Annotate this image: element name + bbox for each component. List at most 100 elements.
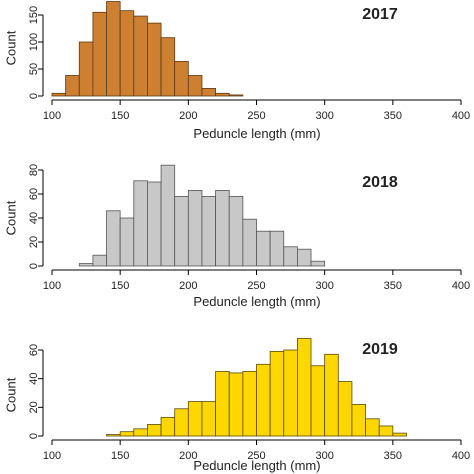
y-tick-label: 60 [28,188,40,200]
histogram-bar [147,22,162,97]
x-tick-label: 400 [452,280,470,292]
histogram-bar [283,349,298,437]
histogram-bar [242,218,257,267]
x-tick-label: 100 [43,280,61,292]
histogram-bar [147,424,162,437]
y-tick-label: 100 [28,33,40,51]
histogram-bar [92,11,107,97]
y-tick-label: 40 [28,373,40,385]
histogram-bar [242,371,257,437]
year-label: 2017 [362,6,398,23]
histogram-bar [174,408,189,437]
histogram-bar [174,195,189,267]
year-label: 2019 [362,341,398,358]
x-axis-title: Peduncle length (mm) [193,458,320,473]
histogram-bar [160,37,176,97]
x-axis-title: Peduncle length (mm) [193,126,320,141]
histogram-bar [133,15,148,97]
x-tick-label: 400 [452,110,470,122]
y-axis-title: Count [3,377,18,412]
histogram-bar [51,92,67,97]
x-tick-label: 200 [179,280,197,292]
histogram-bar [351,404,366,437]
histogram-bar [106,1,121,97]
x-tick-label: 300 [315,110,333,122]
histogram-bar [256,230,271,267]
histogram-bar [392,432,407,437]
y-tick-label: 80 [28,164,40,176]
histogram-bar [269,351,285,437]
x-tick-label: 250 [247,280,265,292]
y-tick-label: 40 [28,212,40,224]
histogram-bar [201,195,217,267]
histogram-bar [378,425,394,437]
x-tick-label: 200 [179,110,197,122]
x-tick-label: 150 [111,110,129,122]
histogram-panel-2017: 100 150 200 250 300 350 400 0 50 100 150 Count Pedun… [3,1,470,141]
x-tick-label: 100 [43,110,61,122]
x-tick-label: 300 [315,450,333,462]
histogram-bar [201,88,217,97]
x-tick-label: 350 [384,450,402,462]
histogram-bar [187,189,203,267]
year-label: 2018 [362,174,398,191]
histogram-bar [119,431,135,437]
histogram-bar [78,41,94,97]
histogram-bar [187,75,203,97]
histogram-bar [215,371,230,437]
histogram-bar [147,181,162,267]
histogram-bar [228,195,244,267]
x-tick-label: 100 [43,450,61,462]
histogram-bar [92,254,107,267]
x-tick-label: 250 [247,450,265,462]
histogram-bar [228,94,244,97]
x-axis-title: Peduncle length (mm) [193,294,320,309]
histogram-bar [160,164,176,267]
histogram-panel-2019: 100 150 200 250 300 350 400 0 20 40 60 Count Peduncl… [3,338,470,473]
histogram-bar [133,428,148,437]
histogram-bar [78,263,94,267]
histogram-bar [365,418,380,437]
histogram-bar [337,381,353,437]
histogram-panel-2018: 100 150 200 250 300 350 400 0 20 40 60 80 Count Pedun… [3,164,470,309]
histogram-bar [215,189,230,267]
histogram-bar [65,75,80,97]
x-tick-label: 200 [179,450,197,462]
y-tick-label: 20 [28,236,40,248]
histogram-bar [296,248,312,267]
y-tick-label: 0 [28,263,40,269]
histogram-bar [215,92,230,97]
histogram-bar [296,338,312,437]
histogram-bar [256,363,271,437]
y-tick-label: 60 [28,344,40,356]
histogram-bar [119,10,135,97]
histogram-bar [119,217,135,267]
x-tick-label: 400 [452,450,470,462]
x-tick-label: 150 [111,280,129,292]
x-tick-label: 150 [111,450,129,462]
histogram-bar [201,401,217,437]
y-tick-label: 0 [28,433,40,439]
x-tick-label: 250 [247,110,265,122]
histogram-bar [106,434,121,437]
histogram-bar [269,230,285,267]
histogram-bar [133,180,148,267]
histogram-bar [160,416,176,437]
y-tick-label: 50 [28,63,40,75]
x-tick-label: 350 [384,280,402,292]
y-axis-title: Count [3,30,18,65]
histogram-bar [174,61,189,97]
y-tick-label: 0 [28,93,40,99]
histogram-bar [106,210,121,267]
histogram-bar [310,365,326,437]
y-tick-label: 20 [28,401,40,413]
x-tick-label: 300 [315,280,333,292]
histogram-bar [187,401,203,437]
histogram-bar [283,246,298,267]
histogram-bar [310,260,326,267]
x-tick-label: 350 [384,110,402,122]
y-tick-label: 150 [28,6,40,24]
y-axis-title: Count [3,200,18,235]
histogram-bar [324,353,339,437]
